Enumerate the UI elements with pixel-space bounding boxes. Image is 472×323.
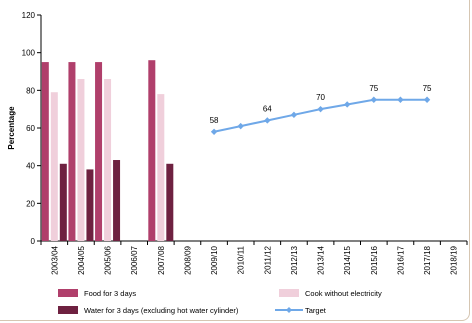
target-point [423, 96, 431, 103]
legend-swatch [279, 289, 299, 297]
bar-water-for-3-days-excluding-hot-water-cylinder [113, 160, 121, 241]
y-tick-label: 60 [26, 124, 35, 133]
bar-food-for-3-days [95, 62, 103, 242]
x-tick-label: 2003/04 [50, 245, 59, 274]
target-line [213, 98, 428, 133]
chart-bars [41, 60, 174, 242]
bar-cook-without-electricity [104, 79, 112, 242]
y-tick-label: 100 [22, 49, 36, 58]
bar-food-for-3-days [68, 62, 76, 242]
x-tick-label: 2018/19 [450, 245, 459, 274]
y-axis-title: Percentage [7, 106, 16, 150]
x-tick-label: 2017/18 [423, 245, 432, 274]
y-tick-label: 20 [26, 199, 35, 208]
legend-swatch [58, 289, 78, 297]
bar-cook-without-electricity [50, 92, 58, 241]
chart-data-labels: 58 64 70 75 75 [210, 84, 432, 125]
x-tick-label: 2015/16 [370, 245, 379, 274]
bar-food-for-3-days [41, 62, 49, 242]
y-tick-label: 120 [22, 11, 36, 20]
target-point [290, 111, 298, 119]
x-tick-label: 2013/14 [317, 245, 326, 274]
target-point [264, 117, 271, 124]
data-label: 58 [210, 116, 219, 125]
bar-food-for-3-days [148, 60, 156, 242]
data-label: 64 [263, 104, 272, 113]
x-tick-label: 2006/07 [130, 245, 139, 274]
x-tick-label: 2009/10 [210, 245, 219, 274]
bar-water-for-3-days-excluding-hot-water-cylinder [86, 169, 94, 241]
legend-label: Target [305, 306, 327, 315]
target-point [210, 128, 218, 135]
x-tick-label: 2010/11 [237, 245, 246, 274]
data-label: 75 [423, 84, 432, 93]
legend-label: Food for 3 days [84, 289, 136, 298]
legend-label: Cook without electricity [305, 289, 382, 298]
x-tick-label: 2004/05 [77, 245, 86, 274]
chart-legend: Food for 3 days Cook without electricity W… [58, 289, 382, 315]
target-point [237, 122, 244, 130]
x-tick-label: 2008/09 [183, 245, 192, 274]
target-point [317, 105, 324, 113]
x-tick-label: 2005/06 [104, 245, 113, 274]
target-point [370, 96, 378, 103]
x-tick-label: 2012/13 [290, 245, 299, 274]
y-tick-label: 80 [26, 86, 35, 95]
bar-water-for-3-days-excluding-hot-water-cylinder [59, 163, 67, 241]
chart-axes: 0 20 40 60 80 100 120 Percentage 2003/04 2004/05 2… [7, 11, 468, 275]
legend-marker [286, 307, 292, 313]
x-tick-label: 2011/12 [263, 245, 272, 274]
target-point [397, 96, 404, 103]
x-tick-label: 2014/15 [343, 245, 352, 274]
x-tick-label: 2016/17 [396, 245, 405, 274]
legend-swatch [58, 306, 78, 314]
x-tick-label: 2007/08 [157, 245, 166, 274]
data-label: 70 [316, 93, 325, 102]
target-line-group [210, 96, 431, 135]
y-tick-label: 40 [26, 162, 35, 171]
data-label: 75 [369, 84, 378, 93]
bar-cook-without-electricity [157, 94, 165, 241]
legend-label: Water for 3 days (excluding hot water cy… [84, 306, 239, 315]
bar-cook-without-electricity [77, 79, 85, 242]
bar-water-for-3-days-excluding-hot-water-cylinder [166, 163, 174, 241]
y-tick-label: 0 [31, 237, 36, 246]
target-point [343, 101, 351, 108]
